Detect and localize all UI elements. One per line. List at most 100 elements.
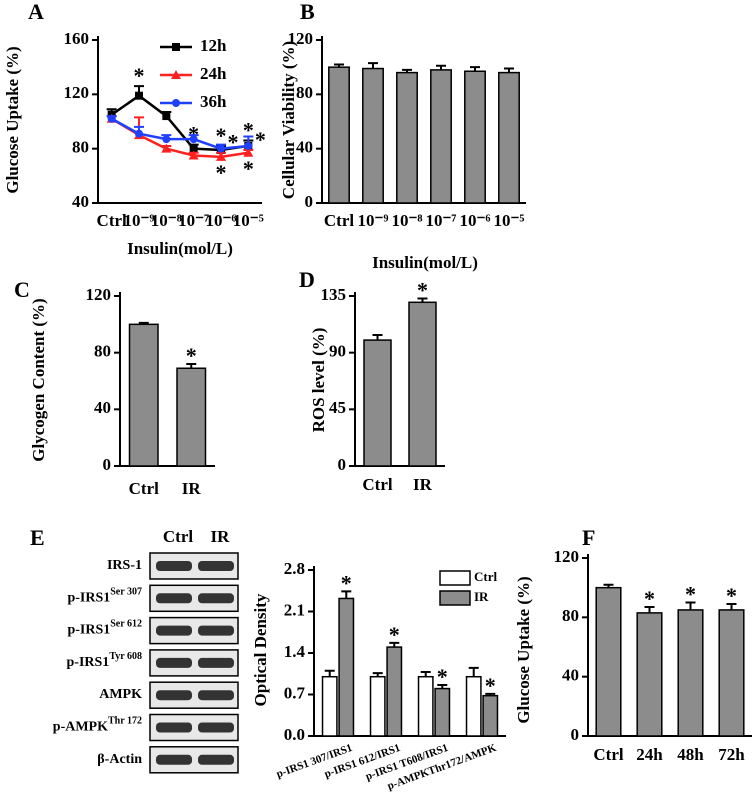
blot-row-label: IRS-1 [107, 558, 142, 573]
bar [338, 597, 355, 737]
legend-label: 12h [200, 36, 227, 55]
x-tick-label: 10⁻⁵ [493, 211, 524, 230]
y-tick-label: 2.1 [284, 600, 305, 619]
significance-star: * [255, 127, 266, 152]
x-tick-label: 10⁻⁷ [425, 211, 456, 230]
series-line [111, 117, 249, 150]
legend-marker [172, 99, 180, 107]
error-bar [468, 666, 479, 677]
bar [369, 675, 386, 737]
blot-row-label: p-IRS1Ser 307 [67, 587, 142, 606]
y-tick-label: 40 [296, 138, 313, 157]
bar [718, 609, 745, 737]
x-tick-label: 10⁻⁵ [233, 211, 264, 230]
blot-site: Tyr 608 [109, 651, 142, 662]
blot-protein: β-Actin [97, 752, 142, 767]
error-bar [644, 605, 655, 613]
x-tick-label: 10⁻⁸ [151, 211, 182, 230]
point [244, 141, 253, 150]
blot-band [156, 593, 192, 604]
blot-row-label: p-AMPKThr 172 [53, 716, 142, 735]
significance-star: * [644, 586, 655, 611]
blot-band [198, 722, 234, 733]
bar [595, 586, 622, 737]
y-tick-label: 90 [329, 342, 346, 361]
significance-star: * [243, 118, 254, 143]
blot-band [156, 754, 192, 765]
significance-star: * [417, 278, 428, 303]
point [162, 112, 171, 121]
legend-label: 36h [200, 92, 227, 111]
blot-protein: p-IRS1 [67, 623, 110, 638]
bar [430, 69, 452, 204]
blot-band [156, 690, 192, 701]
blot-protein: p-AMPK [53, 720, 108, 735]
blot-row-label: p-IRS1Tyr 608 [67, 651, 142, 670]
point [188, 150, 199, 160]
legend-swatch [439, 590, 471, 606]
x-tick-label: 10⁻⁹ [357, 211, 388, 230]
y-axis-title: Glycogen Content (%) [29, 298, 48, 461]
blot-band [198, 561, 234, 571]
y-tick-label: 80 [562, 606, 579, 625]
blot-column-label: Ctrl [163, 527, 193, 546]
x-tick-label: IR [413, 475, 433, 494]
y-tick-label: 40 [72, 192, 89, 211]
significance-star: * [437, 664, 448, 689]
legend-label: Ctrl [474, 569, 497, 584]
bar [636, 612, 663, 737]
y-tick-label: 120 [554, 547, 580, 566]
y-tick-label: 135 [321, 285, 347, 304]
significance-star: * [216, 160, 227, 185]
error-bar [420, 670, 431, 677]
y-axis-title: Glucose Uptake (%) [514, 576, 533, 723]
legend-label: IR [474, 589, 489, 604]
panel-letter: F [582, 525, 595, 550]
blot-band [198, 625, 234, 636]
significance-star: * [243, 156, 254, 181]
error-bar [726, 602, 737, 610]
blot-protein: IRS-1 [107, 558, 142, 573]
blot-row-label: p-IRS1Ser 612 [67, 619, 142, 638]
bar [465, 675, 482, 737]
legend-swatch [439, 570, 471, 586]
bar [677, 609, 704, 737]
y-tick-label: 0.7 [284, 683, 306, 702]
bar [386, 646, 403, 737]
blot-band [156, 657, 192, 668]
x-tick-label: 48h [677, 745, 704, 764]
bar [434, 687, 451, 737]
blot-site: Ser 307 [110, 587, 142, 598]
significance-star: * [228, 130, 239, 155]
blot-band [198, 754, 234, 765]
error-bar [341, 590, 352, 599]
y-tick-label: 160 [64, 29, 90, 48]
error-bar [372, 334, 383, 341]
point [135, 91, 143, 100]
significance-star: * [726, 583, 737, 608]
y-tick-label: 40 [94, 398, 111, 417]
bar [417, 675, 434, 737]
x-tick-label: Ctrl [593, 745, 623, 764]
x-tick-label: Ctrl [324, 211, 354, 230]
y-axis-title: ROS level (%) [309, 328, 328, 433]
blot-band [198, 593, 234, 604]
blot-protein: p-IRS1 [67, 655, 110, 670]
point [243, 147, 254, 157]
significance-star: * [341, 570, 352, 595]
point [161, 143, 172, 153]
significance-star: * [485, 673, 496, 698]
point [135, 129, 143, 138]
y-tick-label: 0 [571, 725, 580, 744]
blot-protein: p-IRS1 [67, 591, 110, 606]
blot-column-label: IR [211, 527, 231, 546]
bar [176, 367, 207, 467]
significance-star: * [685, 582, 696, 607]
blot-band [156, 625, 192, 636]
point [217, 144, 225, 153]
x-tick-label: IR [182, 479, 202, 498]
x-tick-label: Ctrl [362, 475, 392, 494]
y-tick-label: 80 [296, 83, 313, 102]
x-tick-label: 10⁻⁶ [459, 211, 490, 230]
